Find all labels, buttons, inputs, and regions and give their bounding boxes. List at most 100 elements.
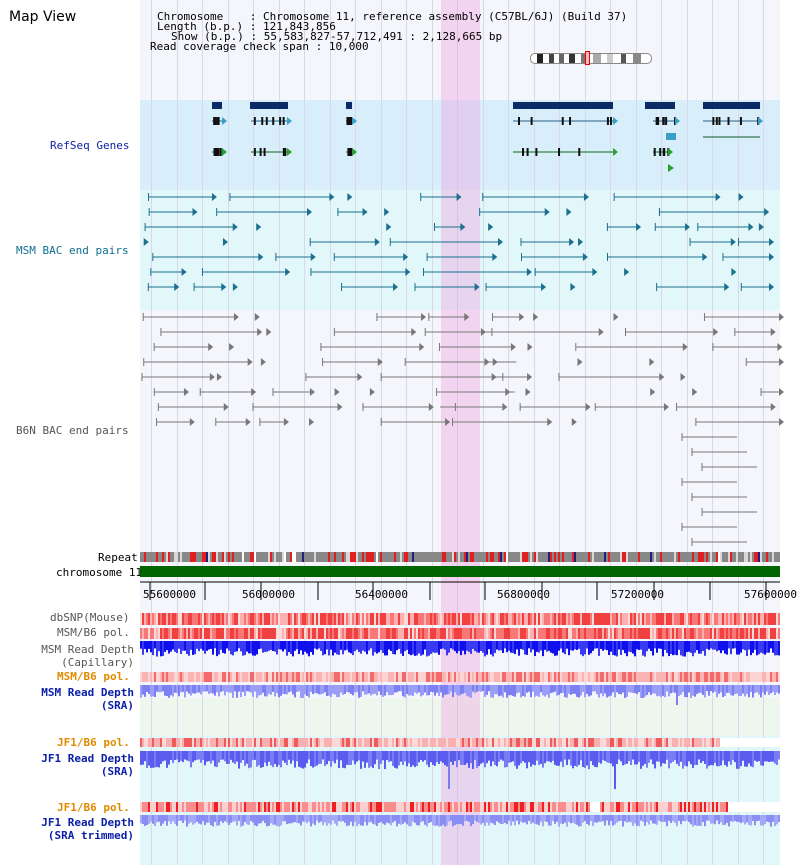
depth-bar [192,685,194,694]
selected-region-highlight[interactable] [441,0,480,865]
depth-bar [258,751,260,766]
depth-bar [318,641,320,649]
heatmap-cell [418,802,420,812]
heatmap-cell [388,802,390,812]
depth-bar [658,815,660,821]
depth-bar [764,641,766,655]
depth-bar [356,751,358,762]
refseq-arrow [668,164,674,172]
depth-bar [738,815,740,822]
depth-bar [508,751,510,763]
depth-bar [704,685,706,698]
depth-bar [188,641,190,656]
depth-bar [470,685,472,698]
heatmap-cell [426,613,428,625]
repeat-element [432,552,434,562]
heatmap-cell [282,613,284,625]
depth-bar [776,751,778,766]
heatmap-cell [734,628,736,639]
depth-bar [730,641,732,655]
grid-line [763,0,764,865]
heatmap-cell [502,802,504,812]
heatmap-cell [434,628,436,639]
depth-bar [172,641,174,650]
heatmap-cell [284,613,286,625]
heatmap-cell [740,613,742,625]
heatmap-cell [308,802,310,812]
depth-bar [762,641,764,654]
heatmap-cell [200,613,202,625]
heatmap-cell [688,738,690,747]
heatmap-cell [328,628,330,639]
depth-bar [436,751,438,763]
depth-bar [442,815,444,825]
heatmap-cell [566,613,568,625]
heatmap-cell [460,628,462,639]
heatmap-cell [300,628,302,639]
heatmap-cell [398,802,400,812]
depth-bar [506,815,508,825]
heatmap-cell [696,802,698,812]
depth-bar [534,815,536,825]
heatmap-cell [230,802,232,812]
msm-bac-pair-end [192,208,198,216]
refseq-exon [727,117,730,125]
depth-bar [440,815,442,827]
depth-bar [364,815,366,822]
heatmap-cell [742,613,744,625]
depth-bar [462,751,464,765]
msm-bac-pair-end [460,223,466,231]
depth-bar [468,685,470,697]
heatmap-cell [398,613,400,625]
refseq-exon [518,117,521,125]
heatmap-cell [504,628,506,639]
heatmap-cell [208,628,210,639]
depth-bar [420,685,422,697]
repeat-element [476,552,478,562]
heatmap-cell [182,628,184,639]
heatmap-cell [476,628,478,639]
depth-bar [482,641,484,653]
refseq-track-label[interactable]: RefSeq Genes [50,139,130,152]
depth-bar [522,685,524,697]
repeat-element [328,552,330,562]
repeat-element [754,552,756,562]
b6n-bac-track-label[interactable]: B6N BAC end pairs [16,424,129,437]
depth-bar [336,751,338,760]
b6n-bac-pair-end [357,373,363,381]
depth-bar [718,751,720,767]
depth-bar [272,641,274,652]
heatmap-cell [458,738,460,747]
b6n-bac-pair-end [208,343,214,351]
heatmap-cell [638,628,640,639]
depth-bar [384,815,386,825]
heatmap-cell [458,613,460,625]
msm-bac-track-label[interactable]: MSM BAC end pairs [16,244,129,257]
depth-bar [356,641,358,650]
depth-bar [678,641,680,650]
heatmap-cell [196,802,198,812]
depth-bar [736,815,738,822]
repeat-element [370,552,372,562]
depth-bar [756,815,758,822]
heatmap-cell [258,738,260,747]
depth-bar [508,641,510,651]
heatmap-cell [388,613,390,625]
heatmap-cell [272,613,274,625]
depth-bar [666,751,668,760]
heatmap-cell [586,613,588,625]
heatmap-cell [452,802,454,812]
depth-bar [236,685,238,698]
heatmap-cell [194,738,196,747]
chromosome-ideogram[interactable] [530,53,652,64]
heatmap-cell [282,672,284,682]
heatmap-cell [592,672,594,682]
heatmap-cell [620,628,622,639]
depth-bar [602,751,604,761]
heatmap-cell [224,672,226,682]
depth-bar [760,641,762,653]
depth-bar [386,815,388,823]
heatmap-cell [738,613,740,625]
depth-bar [454,685,456,693]
